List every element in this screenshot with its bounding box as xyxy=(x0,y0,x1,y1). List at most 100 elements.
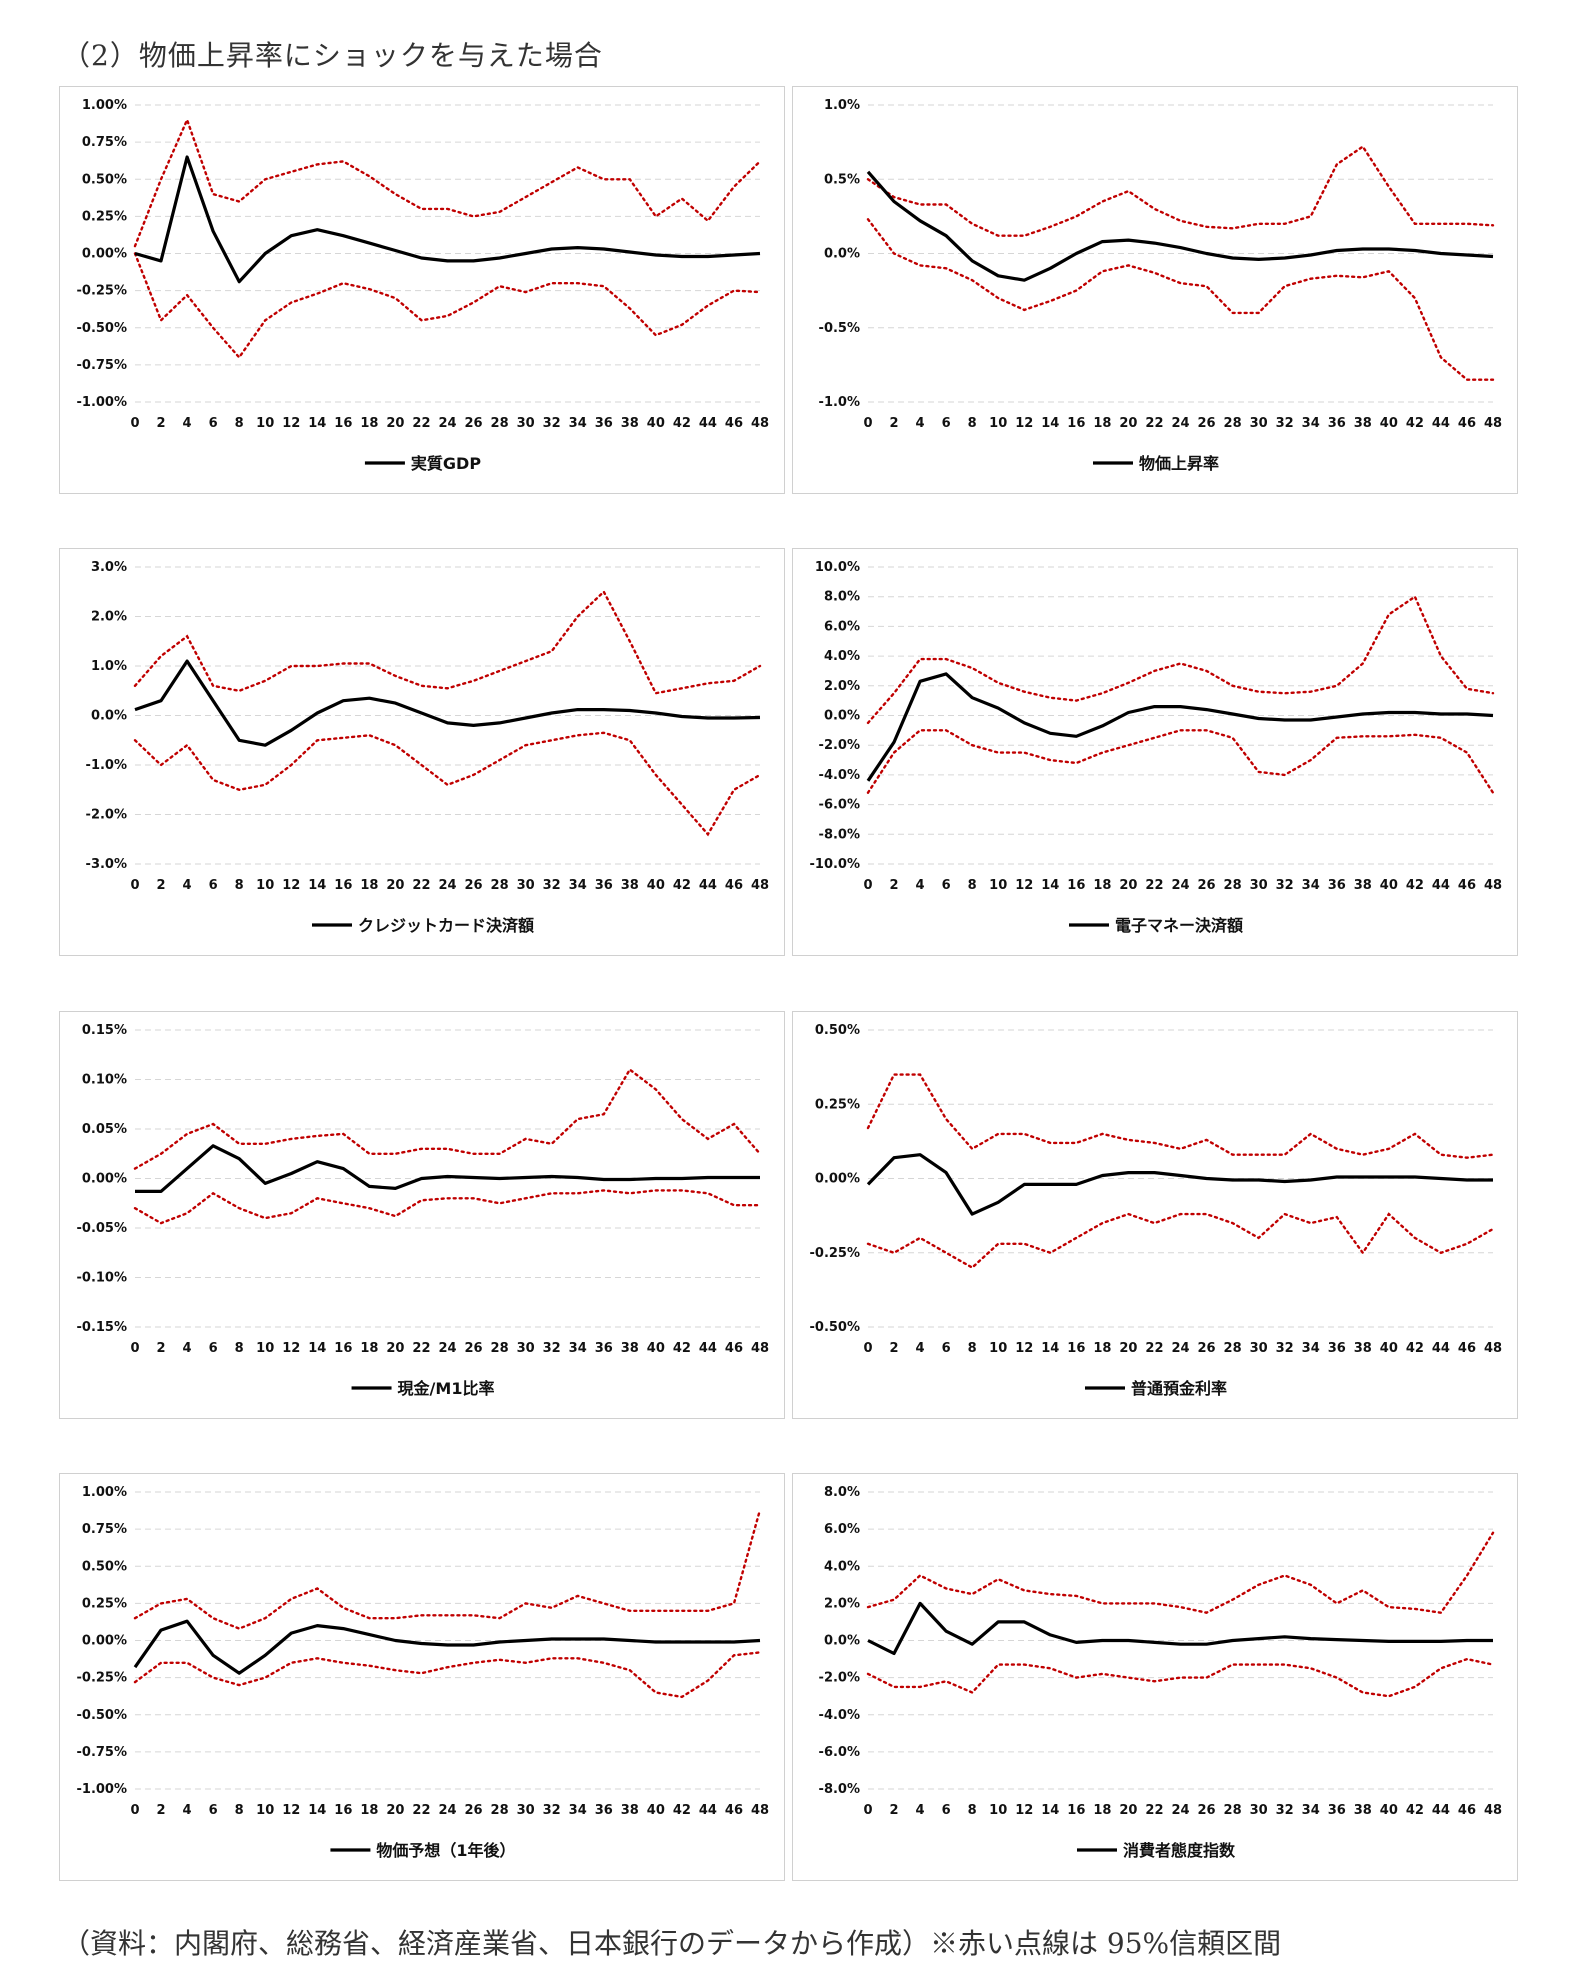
x-tick-label: 48 xyxy=(751,416,769,431)
y-tick-label: 2.0% xyxy=(91,610,127,625)
response-line xyxy=(134,659,761,747)
x-tick-label: 22 xyxy=(1145,1803,1163,1818)
x-tick-label: 20 xyxy=(1119,1803,1137,1818)
lower-confidence-line xyxy=(133,1651,762,1699)
x-tick-label: 26 xyxy=(464,1803,482,1818)
x-tick-label: 12 xyxy=(282,416,300,431)
x-tick-label: 6 xyxy=(209,1341,218,1356)
x-tick-label: 46 xyxy=(725,416,743,431)
x-tick-label: 36 xyxy=(595,1341,613,1356)
x-tick-label: 38 xyxy=(1354,1341,1372,1356)
x-tick-label: 4 xyxy=(916,1341,925,1356)
x-tick-label: 40 xyxy=(647,878,665,893)
x-tick-label: 4 xyxy=(916,1803,925,1818)
x-tick-label: 34 xyxy=(569,416,587,431)
y-tick-label: -0.25% xyxy=(77,1671,128,1686)
x-tick-label: 40 xyxy=(647,1341,665,1356)
x-tick-label: 22 xyxy=(1145,416,1163,431)
x-tick-label: 36 xyxy=(595,1803,613,1818)
x-tick-label: 12 xyxy=(1015,878,1033,893)
y-tick-label: -0.25% xyxy=(810,1246,861,1261)
x-tick-label: 36 xyxy=(1328,1803,1346,1818)
x-tick-label: 20 xyxy=(386,1341,404,1356)
x-tick-label: 28 xyxy=(491,878,509,893)
x-tick-label: 26 xyxy=(464,1341,482,1356)
x-tick-label: 30 xyxy=(1250,1803,1268,1818)
x-tick-label: 22 xyxy=(412,1341,430,1356)
chart-panel-cash-m1-ratio: -0.15% -0.10% -0.05% 0.00% 0.05% 0.10% 0.15% 0 2… xyxy=(59,1011,785,1419)
y-tick-label: 1.0% xyxy=(91,659,127,674)
y-tick-label: -8.0% xyxy=(819,1782,860,1797)
chart-panel-credit-card-payments: -3.0% -2.0% -1.0% 0.0% 1.0% 2.0% 3.0% 0 2 4 6 8 10 12… xyxy=(59,548,785,956)
x-tick-label: 38 xyxy=(621,416,639,431)
x-tick-label: 34 xyxy=(1302,878,1320,893)
upper-confidence-line xyxy=(133,1508,762,1630)
x-tick-label: 22 xyxy=(1145,878,1163,893)
y-tick-label: 2.0% xyxy=(824,679,860,694)
x-tick-label: 24 xyxy=(438,878,456,893)
x-tick-label: 18 xyxy=(1093,878,1111,893)
x-tick-label: 14 xyxy=(1041,1803,1059,1818)
x-tick-label: 38 xyxy=(1354,416,1372,431)
chart-svg: -1.00% -0.75% -0.50% -0.25% 0.00% 0.25% 0.50% 0… xyxy=(77,1485,770,1860)
x-tick-label: 46 xyxy=(725,878,743,893)
x-tick-label: 26 xyxy=(464,416,482,431)
x-tick-label: 8 xyxy=(235,1341,244,1356)
y-tick-label: -0.15% xyxy=(77,1320,128,1335)
upper-confidence-line xyxy=(133,116,762,248)
x-tick-label: 16 xyxy=(334,1803,352,1818)
x-tick-label: 42 xyxy=(1406,1803,1424,1818)
x-tick-label: 30 xyxy=(517,878,535,893)
chart-svg: -10.0% -8.0% -6.0% -4.0% -2.0% 0.0% 2.0% 4.0% 6.… xyxy=(810,560,1503,935)
y-tick-label: -0.50% xyxy=(810,1320,861,1335)
x-tick-label: 18 xyxy=(360,1803,378,1818)
chart-panel-deposit-rate: -0.50% -0.25% 0.00% 0.25% 0.50% 0 2 4 6 8 10 12 14 16… xyxy=(792,1011,1518,1419)
y-tick-label: 6.0% xyxy=(824,1522,860,1537)
response-line xyxy=(866,170,1494,282)
chart-panel-real-gdp: -1.00% -0.75% -0.50% -0.25% 0.00% 0.25% 0.50% 0… xyxy=(59,86,785,494)
x-tick-label: 40 xyxy=(647,1803,665,1818)
x-tick-label: 48 xyxy=(1484,1341,1502,1356)
y-tick-label: 0.75% xyxy=(82,135,127,150)
x-tick-label: 2 xyxy=(890,1803,899,1818)
x-tick-label: 36 xyxy=(595,878,613,893)
y-tick-label: 0.50% xyxy=(815,1023,860,1038)
y-tick-label: 4.0% xyxy=(824,1559,860,1574)
y-tick-label: 6.0% xyxy=(824,619,860,634)
x-tick-label: 20 xyxy=(1119,416,1137,431)
x-tick-label: 36 xyxy=(1328,1341,1346,1356)
y-tick-label: -0.50% xyxy=(77,1708,128,1723)
x-tick-label: 22 xyxy=(412,878,430,893)
x-tick-label: 48 xyxy=(751,1341,769,1356)
x-tick-label: 18 xyxy=(1093,1803,1111,1818)
lower-confidence-line xyxy=(133,252,762,360)
x-tick-label: 18 xyxy=(360,878,378,893)
lower-confidence-line xyxy=(133,1189,762,1225)
lower-confidence-line xyxy=(866,1212,1495,1270)
legend-label: 電子マネー決済額 xyxy=(1115,916,1243,935)
y-tick-label: 0.0% xyxy=(824,247,860,262)
y-tick-label: -2.0% xyxy=(819,738,860,753)
legend-label: 物価予想（1年後） xyxy=(376,1841,515,1860)
x-tick-label: 2 xyxy=(157,878,166,893)
x-tick-label: 42 xyxy=(1406,1341,1424,1356)
x-tick-label: 2 xyxy=(890,878,899,893)
x-tick-label: 30 xyxy=(1250,1341,1268,1356)
response-line xyxy=(134,155,761,284)
y-tick-label: 8.0% xyxy=(824,1485,860,1500)
x-tick-label: 32 xyxy=(1276,878,1294,893)
x-tick-label: 36 xyxy=(595,416,613,431)
x-tick-label: 10 xyxy=(989,1803,1007,1818)
y-tick-label: -0.25% xyxy=(77,284,128,299)
x-tick-label: 2 xyxy=(157,1803,166,1818)
x-tick-label: 48 xyxy=(751,1803,769,1818)
x-tick-label: 14 xyxy=(308,1803,326,1818)
x-tick-label: 12 xyxy=(282,878,300,893)
x-tick-label: 34 xyxy=(1302,1341,1320,1356)
chart-panel-e-money-payments: -10.0% -8.0% -6.0% -4.0% -2.0% 0.0% 2.0% 4.0% 6.… xyxy=(792,548,1518,956)
y-tick-label: 0.50% xyxy=(82,1559,127,1574)
x-tick-label: 12 xyxy=(282,1341,300,1356)
y-tick-label: -0.50% xyxy=(77,321,128,336)
chart-svg: -1.0%-0.5%0.0%0.5%1.0%0 2 4 6 8 10 12 14 16 18 20 2… xyxy=(819,98,1503,473)
chart-svg: -0.50%-0.25%0.00%0.25%0.50%0 2 4 6 8 10 12 14 16… xyxy=(810,1023,1503,1398)
